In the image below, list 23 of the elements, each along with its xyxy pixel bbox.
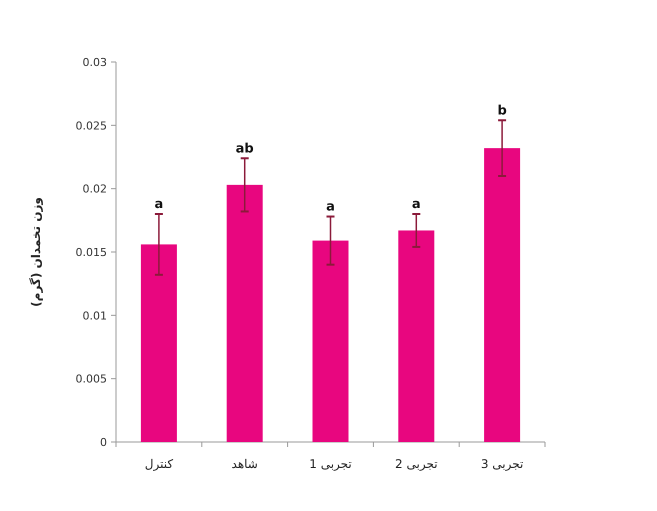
data-label: a — [154, 197, 164, 212]
data-label: b — [497, 103, 507, 118]
x-tick-label: کنترل — [144, 457, 174, 471]
bar — [312, 240, 348, 442]
y-axis-title: وزن تخمدان (گرم) — [29, 197, 43, 307]
bar — [398, 230, 434, 442]
x-tick-label: تجربی 2 — [395, 457, 438, 471]
x-tick-label: شاهد — [232, 457, 258, 471]
data-label: ab — [236, 141, 254, 156]
y-tick-label: 0.01 — [82, 309, 107, 322]
y-tick-label: 0.005 — [76, 372, 107, 386]
y-tick-label: 0.015 — [76, 246, 107, 259]
x-tick-label: تجربی 1 — [309, 457, 352, 471]
bar — [226, 184, 263, 442]
y-tick-label: 0.03 — [82, 56, 107, 69]
data-label: a — [326, 200, 335, 215]
bar — [484, 148, 520, 442]
bar — [140, 244, 177, 442]
y-tick-label: 0.025 — [76, 119, 107, 132]
y-tick-label: 0.02 — [82, 182, 107, 196]
data-label: a — [412, 197, 421, 212]
x-tick-label: تجربی 3 — [480, 457, 524, 471]
y-tick-label: 0 — [100, 436, 107, 449]
